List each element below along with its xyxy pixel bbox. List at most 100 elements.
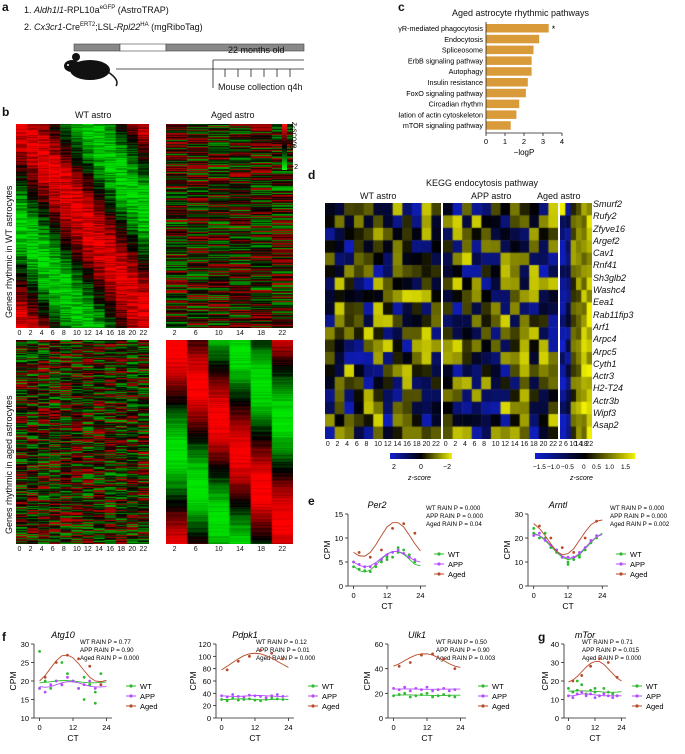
gene-label: Arpc5 xyxy=(593,346,617,357)
tick-label: 20 xyxy=(422,441,431,448)
plot-point-wt xyxy=(408,695,412,699)
plot-x-label: CT xyxy=(421,733,432,743)
c-category-label: Circadian rhythm xyxy=(429,100,483,109)
d-color-scales: 2 0 −2 z-score −1.5 −1.0 −0.5 0 0.5 1.0 … xyxy=(390,453,635,482)
panel-letter-g: g xyxy=(538,630,546,644)
plot-x-tick-label: 0 xyxy=(37,723,41,732)
tick-label: 18 xyxy=(530,441,538,448)
plot-point-wt xyxy=(602,687,606,690)
plot-point-wt xyxy=(414,694,418,698)
c-category-label: Endocytosis xyxy=(444,35,483,44)
c-bar xyxy=(486,88,526,98)
plot-point-aged xyxy=(589,664,592,668)
tick-label: 14 xyxy=(574,441,583,448)
plot-point-app xyxy=(385,553,389,557)
c-category-label: FoxO signaling pathway xyxy=(406,89,483,98)
plot-point-wt xyxy=(538,536,541,540)
plot-point-aged xyxy=(453,667,457,671)
tick-label: 8 xyxy=(61,546,66,553)
plot-point-app xyxy=(368,565,372,569)
plot-point-wt xyxy=(413,560,417,564)
plot-y-tick-label: 0 xyxy=(379,714,383,723)
plot-point-aged xyxy=(99,683,103,687)
tick-label: 22 xyxy=(139,330,148,337)
tick-label: 4 xyxy=(462,441,467,448)
gene-label: Asap2 xyxy=(593,420,619,431)
plot-x-tick-label: 0 xyxy=(219,723,223,732)
plot-point-aged xyxy=(88,664,92,668)
tick-label: 16 xyxy=(403,441,411,448)
plot-fit-line-aged xyxy=(568,661,622,683)
plot-stat-line: WT RAIN P = 0.000 xyxy=(610,505,665,512)
plot-fit-line-aged xyxy=(353,522,421,557)
plot-y-tick-label: 5 xyxy=(339,558,343,567)
plot-y-tick-label: 60 xyxy=(375,640,383,649)
d-heatmap-wt xyxy=(325,203,441,439)
plot-point-wt xyxy=(403,691,407,695)
plot-x-tick-label: 12 xyxy=(564,591,572,600)
c-category-label: Insulin resistance xyxy=(427,78,483,87)
plot-y-tick-label: 10 xyxy=(551,696,559,705)
legend-label: WT xyxy=(630,550,642,559)
tick-label: 12 xyxy=(84,330,92,337)
plot-y-tick-label: 30 xyxy=(21,640,29,649)
plot-x-tick-label: 0 xyxy=(391,723,395,732)
tick-label: 8 xyxy=(61,330,66,337)
plot-point-app xyxy=(575,692,579,696)
heatmap-aged-rhythmic-wt xyxy=(166,124,293,328)
plot-point-aged xyxy=(391,527,394,530)
plot-point-aged xyxy=(66,653,69,657)
plot-point-app xyxy=(49,683,53,687)
legend-swatch-dot xyxy=(635,704,639,708)
panel-letter-b: b xyxy=(2,105,10,119)
plot-point-wt xyxy=(566,560,570,564)
c-category-label: Spliceosome xyxy=(442,46,483,55)
tick-label: 14 xyxy=(236,546,244,553)
tick-label: 2 xyxy=(172,546,177,553)
plot-point-app xyxy=(567,694,570,698)
b-aged-ticks-bottom: 2 6 10 14 18 22 xyxy=(166,546,293,556)
d-scale-bar-2 xyxy=(535,453,635,459)
plot-point-app xyxy=(402,551,406,555)
plot-point-app xyxy=(236,695,240,698)
tick-label: 2 xyxy=(172,330,177,337)
c-bar xyxy=(486,110,517,119)
plot-point-aged xyxy=(420,653,423,657)
plot-point-app xyxy=(407,555,411,559)
plot-x-label: CT xyxy=(67,733,78,743)
plot-stat-line: Aged RAIN P = 0.04 xyxy=(426,521,482,528)
plot-y-tick-label: 60 xyxy=(203,677,211,686)
dark-bar-1 xyxy=(73,43,121,52)
plot-point-wt xyxy=(549,546,553,549)
tick-label: 6 xyxy=(193,546,198,553)
plot-x-tick-label: 12 xyxy=(423,723,431,732)
plot-y-label: CPM xyxy=(10,672,18,691)
d-wt-title: WT astro xyxy=(360,191,397,201)
c-category-label: Regulation of actin cytoskeleton xyxy=(398,110,483,119)
plot-point-app xyxy=(598,694,601,698)
plot-point-wt xyxy=(363,569,367,573)
plot-point-app xyxy=(82,683,86,687)
legend-swatch-dot xyxy=(481,704,485,708)
plot-gene-title: Per2 xyxy=(367,500,386,510)
gene-label: Cav1 xyxy=(593,248,615,259)
plot-point-wt xyxy=(593,687,597,690)
legend-swatch-dot xyxy=(635,684,639,688)
plot-point-app xyxy=(583,546,587,549)
mouse-line-1: 1. Aldh1l1-RPL10aeGFP (AstroTRAP) xyxy=(24,5,169,15)
d-scale1-label: z-score xyxy=(407,475,431,482)
plot-y-tick-label: 100 xyxy=(198,652,211,661)
gene-label: Zfyve16 xyxy=(593,223,626,234)
plot-point-app xyxy=(60,683,64,687)
plot-point-wt xyxy=(396,546,400,549)
plot-point-wt xyxy=(357,567,361,571)
c-annotation: * xyxy=(552,24,556,34)
plot-point-app xyxy=(425,685,429,689)
plot-point-app xyxy=(374,563,378,566)
plot-point-app xyxy=(88,679,92,683)
plot-point-wt xyxy=(420,693,423,696)
plot-point-aged xyxy=(408,661,412,664)
tick-label: 18 xyxy=(580,441,588,448)
plot-point-wt xyxy=(532,527,536,530)
plot-point-wt xyxy=(99,672,103,675)
